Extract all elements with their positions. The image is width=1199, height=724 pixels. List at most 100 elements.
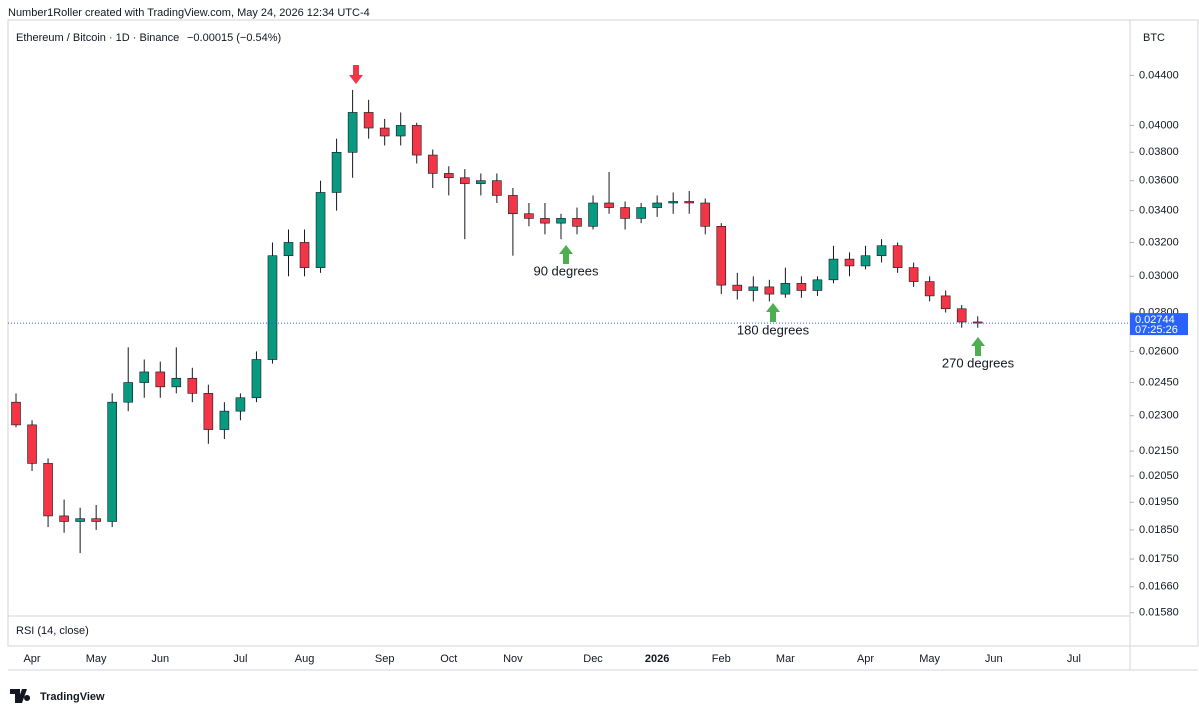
countdown: 07:25:26 [1135, 324, 1178, 336]
chart-title: Ethereum / Bitcoin · 1D · Binance [16, 32, 179, 44]
candle-body [764, 286, 775, 295]
x-tick-label: Sep [375, 653, 395, 665]
peak-arrow [349, 65, 363, 84]
up-arrow [766, 303, 780, 322]
x-tick-label: Feb [712, 653, 731, 665]
y-tick-label: 0.03200 [1139, 236, 1179, 248]
candle-body [395, 125, 406, 137]
candle-body [27, 424, 37, 464]
candle-body [347, 112, 358, 153]
candle-body [956, 308, 967, 323]
logo-text: TradingView [40, 691, 105, 703]
y-tick-label: 0.02050 [1139, 470, 1179, 482]
candle-body [43, 463, 53, 517]
candle-body [379, 127, 390, 137]
candle-body [796, 283, 807, 291]
x-tick-label: Jul [1067, 653, 1081, 665]
candle-body [540, 218, 550, 224]
candle-body [748, 286, 759, 291]
candle-body [187, 377, 198, 394]
candle-body [123, 382, 134, 403]
candle-body [588, 202, 598, 227]
y-tick-label: 0.01580 [1139, 607, 1179, 619]
candle-body [283, 242, 294, 257]
candle-body [860, 255, 871, 267]
annotation: 180 degrees [737, 322, 810, 337]
candle-body [299, 242, 310, 268]
annotation: 270 degrees [942, 355, 1015, 370]
candle-body [267, 255, 278, 360]
candle-body [572, 218, 582, 227]
candle-body [203, 393, 214, 430]
x-tick-label: Aug [295, 653, 315, 665]
candle-body [604, 202, 614, 208]
last-price-box [1130, 313, 1188, 336]
y-tick-label: 0.02600 [1139, 345, 1179, 357]
marks [8, 74, 1134, 614]
candle-body [636, 207, 646, 219]
up-arrow [559, 245, 573, 264]
y-tick-label: 0.03600 [1139, 175, 1179, 187]
y-tick-label: 0.03000 [1139, 270, 1179, 282]
axis-unit: BTC [1143, 32, 1165, 44]
x-tick-label: Jul [233, 653, 247, 665]
candle-body [508, 195, 518, 215]
up-arrow [971, 337, 985, 356]
y-tick-label: 0.01750 [1139, 553, 1179, 565]
x-tick-label: Oct [440, 653, 457, 665]
candle-body [219, 410, 230, 430]
candle-body [700, 202, 711, 227]
candle-body [476, 180, 486, 184]
candle-body [780, 283, 791, 295]
candle-body [892, 245, 903, 268]
change: −0.00015 (−0.54%) [187, 32, 281, 44]
candle-body [91, 518, 101, 522]
x-tick-label: Dec [583, 653, 603, 665]
attribution: Number1Roller created with TradingView.c… [8, 7, 370, 19]
indicator-label: RSI (14, close) [16, 625, 89, 637]
x-tick-label: Apr [857, 653, 874, 665]
candle-body [139, 371, 150, 383]
y-tick-label: 0.03800 [1139, 146, 1179, 158]
candle-body [171, 377, 182, 388]
candle-body [924, 281, 935, 297]
y-tick-label: 0.01660 [1139, 581, 1179, 593]
x-tick-label: Apr [23, 653, 40, 665]
last-price-label: 0.02744 [1135, 314, 1175, 326]
x-tick-label: Nov [503, 653, 523, 665]
candle-body [411, 125, 422, 156]
candle-body [75, 518, 85, 522]
candle-body [716, 226, 727, 286]
x-tick-label: 2026 [645, 653, 669, 665]
candle-body [876, 245, 887, 257]
y-tick-label: 0.01950 [1139, 496, 1179, 508]
candle-body [427, 154, 438, 174]
candle-body [908, 267, 919, 282]
y-tick-label: 0.02150 [1139, 445, 1179, 457]
logo-mark [10, 689, 31, 703]
candle-body [155, 371, 166, 388]
candle-body [235, 397, 246, 412]
candle-body [940, 295, 951, 310]
candle-body [251, 359, 262, 399]
x-tick-label: May [86, 653, 107, 665]
y-tick-label: 0.04000 [1139, 119, 1179, 131]
annotation: 90 degrees [533, 263, 599, 278]
candle-body [331, 151, 342, 193]
candle-body [315, 192, 326, 268]
candle-body [363, 112, 374, 129]
candle-body [460, 177, 470, 184]
candle-body [556, 218, 566, 224]
candle-body [844, 258, 855, 267]
candle-body [652, 202, 662, 208]
candle-body [668, 201, 678, 204]
candle-body [11, 401, 21, 426]
candle-body [443, 173, 454, 179]
candle-body [107, 401, 117, 522]
candle-body [812, 279, 823, 291]
x-tick-label: May [919, 653, 940, 665]
candle-body [732, 284, 743, 291]
x-tick-label: Jun [151, 653, 169, 665]
